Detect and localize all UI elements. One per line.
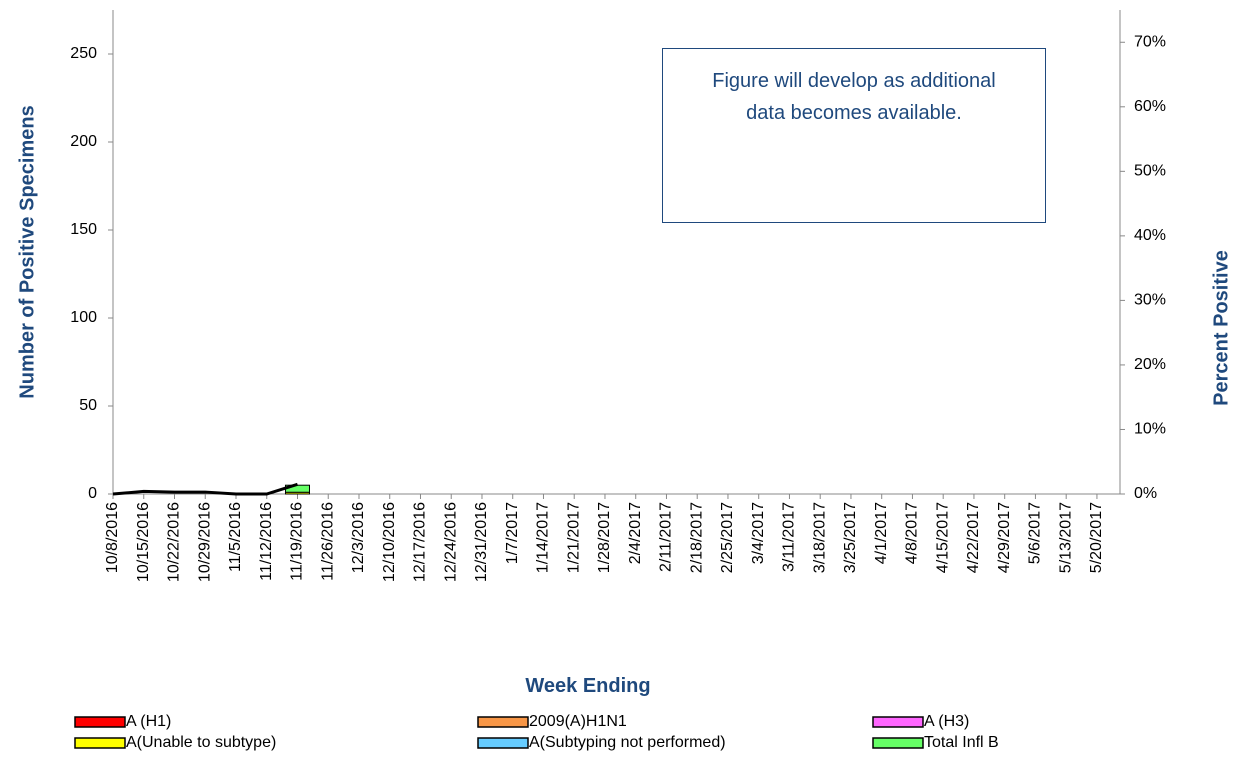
y2-tick-label: 10% (1134, 421, 1166, 438)
x-tick-label: 3/25/2017 (842, 502, 859, 573)
y2-tick-label: 0% (1134, 485, 1157, 502)
y2-axis-title: Percent Positive (1210, 250, 1232, 406)
x-tick-label: 11/5/2016 (227, 502, 244, 572)
x-tick-label: 1/7/2017 (504, 502, 521, 564)
x-tick-label: 11/12/2016 (258, 502, 275, 581)
x-tick-label: 11/19/2016 (289, 502, 306, 581)
y-tick-label: 100 (70, 309, 97, 326)
y2-tick-label: 40% (1134, 227, 1166, 244)
x-tick-label: 12/17/2016 (412, 502, 429, 582)
x-tick-label: 4/8/2017 (904, 502, 921, 564)
x-tick-label: 2/18/2017 (688, 502, 705, 573)
y-tick-label: 0 (88, 485, 97, 502)
x-tick-label: 3/11/2017 (781, 502, 798, 572)
x-tick-label: 5/13/2017 (1057, 502, 1074, 573)
y-tick-label: 250 (70, 45, 97, 62)
x-tick-label: 5/6/2017 (1027, 502, 1044, 564)
legend-swatch (74, 737, 126, 749)
y2-tick-label: 50% (1134, 163, 1166, 180)
y2-tick-label: 20% (1134, 356, 1166, 373)
x-tick-label: 10/29/2016 (196, 502, 213, 582)
x-tick-label: 4/1/2017 (873, 502, 890, 564)
x-tick-label: 3/4/2017 (750, 502, 767, 564)
annotation: Figure will develop as additional data b… (662, 48, 1046, 223)
legend-swatch (872, 737, 924, 749)
y2-tick-label: 60% (1134, 98, 1166, 115)
line (112, 482, 298, 496)
legend-label: 2009(A)H1N1 (529, 713, 627, 730)
x-tick-label: 4/29/2017 (996, 502, 1013, 573)
x-tick-label: 10/15/2016 (135, 502, 152, 582)
x-tick-label: 2/25/2017 (719, 502, 736, 573)
y2-tick-label: 70% (1134, 33, 1166, 50)
x-tick-label: 4/22/2017 (965, 502, 982, 573)
legend-label: Total Infl B (924, 734, 999, 751)
legend-label: A(Unable to subtype) (126, 734, 276, 751)
x-tick-label: 4/15/2017 (934, 502, 951, 573)
x-tick-label: 5/20/2017 (1088, 502, 1105, 573)
legend-swatch (74, 716, 126, 728)
x-tick-label: 12/10/2016 (381, 502, 398, 582)
x-tick-label: 12/3/2016 (350, 502, 367, 573)
x-tick-label: 1/28/2017 (596, 502, 613, 573)
x-tick-label: 12/24/2016 (442, 502, 459, 582)
legend-label: A(Subtyping not performed) (529, 734, 726, 751)
x-tick-label: 10/22/2016 (166, 502, 183, 582)
legend-swatch (477, 716, 529, 728)
y-tick-label: 200 (70, 133, 97, 150)
x-tick-label: 1/14/2017 (535, 502, 552, 573)
x-tick-label: 2/4/2017 (627, 502, 644, 564)
x-tick-label: 12/31/2016 (473, 502, 490, 582)
y-tick-label: 150 (70, 221, 97, 238)
y2-tick-label: 30% (1134, 292, 1166, 309)
legend-swatch (872, 716, 924, 728)
legend-label: A (H3) (924, 713, 969, 730)
legend-swatch (477, 737, 529, 749)
y-axis-title: Number of Positive Specimens (16, 105, 38, 398)
x-tick-label: 3/18/2017 (811, 502, 828, 573)
x-tick-label: 10/8/2016 (104, 502, 121, 573)
legend-label: A (H1) (126, 713, 171, 730)
x-axis-title: Week Ending (525, 675, 650, 697)
y-tick-label: 50 (79, 397, 97, 414)
x-tick-label: 11/26/2016 (319, 502, 336, 581)
x-tick-label: 2/11/2017 (658, 502, 675, 572)
x-tick-label: 1/21/2017 (565, 502, 582, 573)
